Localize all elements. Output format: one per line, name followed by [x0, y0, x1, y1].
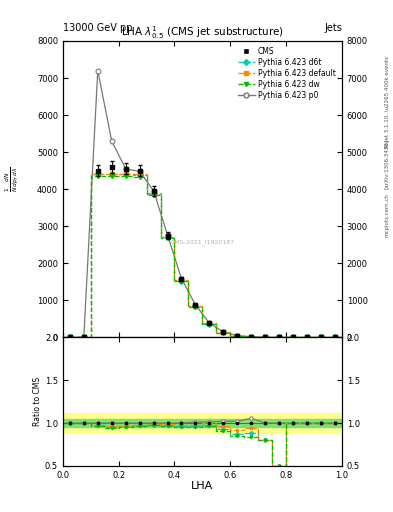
Text: mcplots.cern.ch: mcplots.cern.ch	[384, 193, 389, 237]
Y-axis label: Ratio to CMS: Ratio to CMS	[33, 377, 42, 426]
Legend: CMS, Pythia 6.423 d6t, Pythia 6.423 default, Pythia 6.423 dw, Pythia 6.423 p0: CMS, Pythia 6.423 d6t, Pythia 6.423 defa…	[236, 45, 338, 102]
X-axis label: LHA: LHA	[191, 481, 213, 491]
Text: Jets: Jets	[324, 23, 342, 33]
Text: 13000 GeV pp: 13000 GeV pp	[63, 23, 132, 33]
Bar	[63, 413, 342, 433]
Text: Rivet 3.1.10, \u2265 400k events: Rivet 3.1.10, \u2265 400k events	[384, 56, 389, 148]
Text: CMS-2021_I1920187: CMS-2021_I1920187	[170, 240, 235, 245]
Title: LHA $\lambda^{1}_{0.5}$ (CMS jet substructure): LHA $\lambda^{1}_{0.5}$ (CMS jet substru…	[121, 24, 284, 41]
Bar	[63, 419, 342, 428]
Text: $\frac{1}{N}\frac{dN}{dp_T\,d\lambda}$: $\frac{1}{N}\frac{dN}{dp_T\,d\lambda}$	[4, 166, 21, 192]
Text: [arXiv:1306.3436]: [arXiv:1306.3436]	[384, 139, 389, 189]
